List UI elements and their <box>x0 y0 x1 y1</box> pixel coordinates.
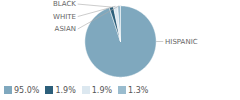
svg-text:BLACK: BLACK <box>53 0 76 8</box>
svg-text:HISPANIC: HISPANIC <box>165 38 198 46</box>
svg-text:WHITE: WHITE <box>53 13 76 21</box>
svg-text:ASIAN: ASIAN <box>55 25 76 33</box>
html-text:1.9%: 1.9% <box>91 85 113 95</box>
html-text:1.3%: 1.3% <box>128 85 149 95</box>
html-text:95.0%: 95.0% <box>14 85 40 95</box>
html-text:1.9%: 1.9% <box>55 85 76 95</box>
